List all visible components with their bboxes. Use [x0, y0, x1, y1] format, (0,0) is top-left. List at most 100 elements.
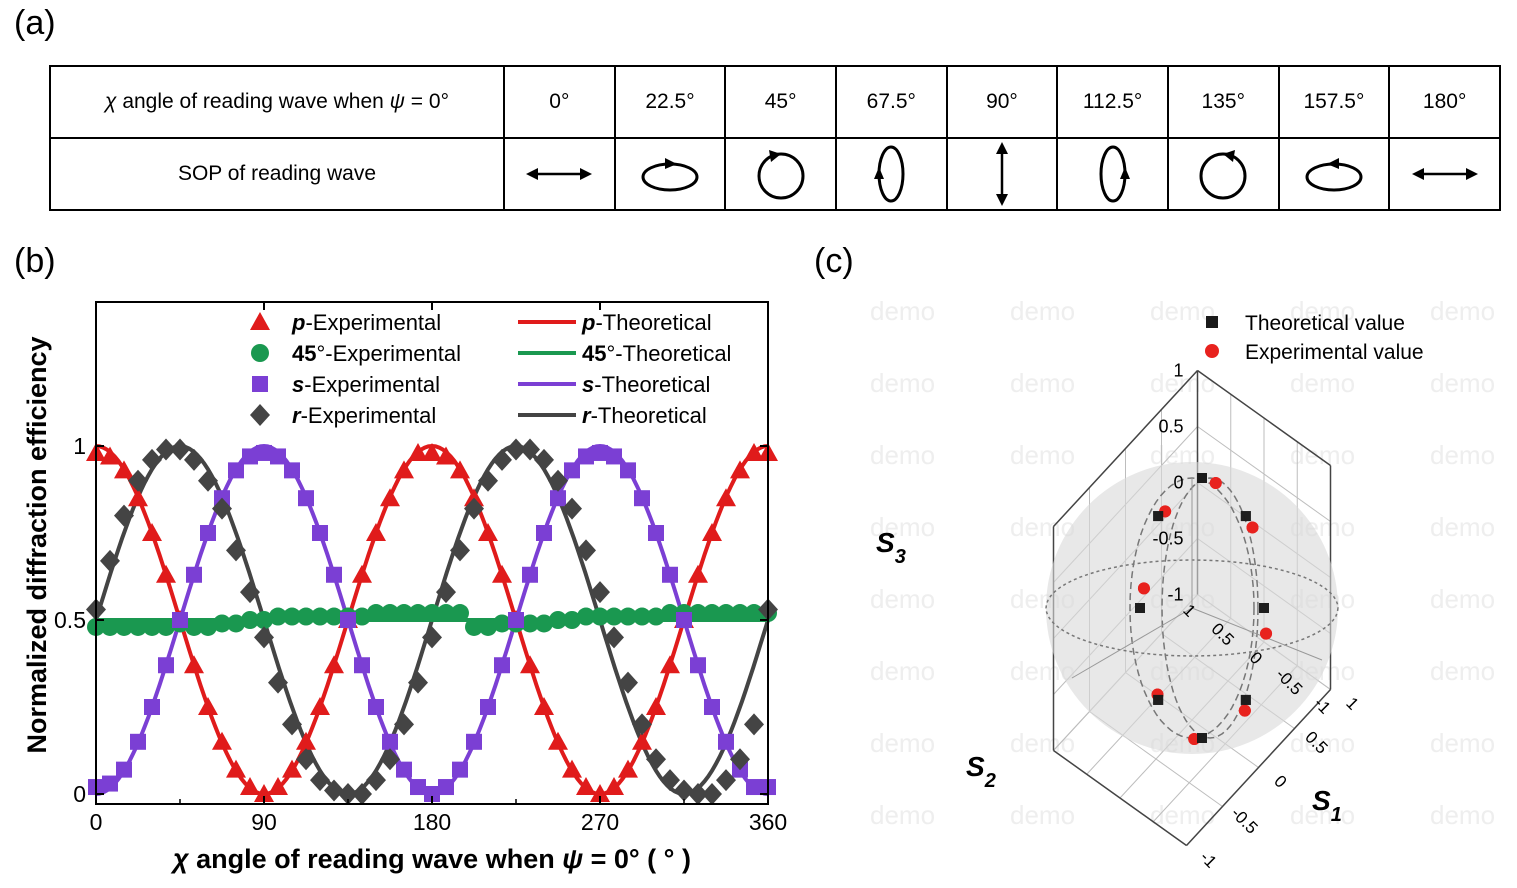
meridian-ring-2 — [1161, 477, 1259, 739]
angle-cell: 22.5° — [613, 65, 727, 139]
angle-row-text: angle of reading wave when — [116, 90, 390, 113]
data-point-s — [634, 490, 650, 507]
data-point-p — [520, 655, 540, 674]
data-point-p — [688, 564, 708, 583]
data-point-p — [716, 488, 736, 507]
data-point-r — [730, 748, 750, 771]
legend-label: r-Experimental — [292, 403, 436, 428]
sop-cell — [503, 137, 616, 211]
box-edge — [1052, 369, 1199, 528]
data-point-s — [480, 699, 496, 715]
equator-ring — [1045, 559, 1339, 657]
x-tick-label: -0.5 — [1227, 804, 1261, 838]
data-point-p — [198, 697, 218, 715]
data-point-s — [746, 779, 762, 796]
watermark-text: demo — [1430, 728, 1495, 758]
data-point-p — [142, 523, 162, 541]
sop-cell — [613, 137, 727, 211]
ellipse-cw-icon — [1305, 158, 1363, 192]
x-tick-label: 0 — [1270, 772, 1290, 792]
data-point-d45 — [633, 607, 651, 626]
data-point-s — [424, 786, 440, 802]
data-point-r — [646, 748, 666, 771]
sop-table: χ angle of reading wave when ψ = 0° 0° 2… — [49, 65, 1501, 211]
data-point-d45 — [129, 617, 147, 636]
data-point-d45 — [731, 604, 749, 623]
data-point-p — [436, 446, 456, 465]
data-point-s — [522, 566, 538, 583]
data-point-d45 — [423, 604, 441, 623]
legend-label: r-Theoretical — [582, 403, 707, 428]
data-point-s — [718, 733, 734, 750]
data-point-s — [242, 448, 258, 465]
y-tick-label: -1 — [1310, 694, 1334, 718]
data-point-p — [394, 460, 414, 479]
data-point-p — [730, 460, 750, 479]
data-point-s — [676, 612, 692, 628]
data-point-d45 — [535, 614, 553, 633]
data-point-s — [494, 657, 510, 674]
data-point-p — [450, 460, 470, 479]
angle-cell: 45° — [724, 65, 837, 139]
data-point-s — [690, 657, 706, 674]
data-point-s — [172, 612, 188, 628]
data-point-p — [478, 523, 498, 541]
data-point-d45 — [185, 617, 203, 636]
s2-axis-label: S2 — [966, 751, 996, 792]
data-point-r — [268, 671, 288, 694]
box-edge — [1185, 688, 1332, 847]
data-point-p — [128, 488, 148, 507]
data-point-p — [632, 731, 652, 750]
data-point-d45 — [213, 614, 231, 633]
legend-label: 45°-Theoretical — [582, 341, 731, 366]
vertical-linear-icon — [995, 142, 1008, 206]
data-point-d45 — [605, 607, 623, 626]
data-point-p — [324, 655, 344, 674]
x-tick-label: 270 — [581, 809, 619, 835]
data-point-r — [100, 549, 120, 572]
data-point-d45 — [703, 604, 721, 623]
data-point-r — [296, 748, 316, 771]
data-point-d45 — [367, 604, 385, 623]
s3-letter: S — [876, 527, 895, 558]
data-point-p — [352, 564, 372, 583]
data-point-s — [620, 462, 636, 479]
data-point-r — [282, 713, 302, 736]
data-point-s — [186, 566, 202, 583]
data-point-s — [466, 733, 482, 750]
sop-cell — [1166, 137, 1280, 211]
y-tick-label: 0 — [73, 781, 86, 807]
s2-letter: S — [966, 751, 985, 782]
data-point-p — [464, 488, 484, 507]
data-point-p — [408, 442, 428, 461]
watermark-text: demo — [1290, 440, 1355, 470]
poincare-sphere-chart: demo demo demo demo demo demo demo demo demo demo… — [870, 296, 1495, 872]
data-point-d45 — [409, 604, 427, 623]
diffraction-efficiency-chart: 0 90 180 270 360 0 0.5 1 p-Experimental 45°-Expe… — [22, 301, 787, 874]
circle-icon — [1199, 150, 1247, 200]
data-point-p — [310, 697, 330, 715]
legend-label: 45°-Experimental — [292, 341, 461, 366]
data-point-s — [438, 779, 454, 796]
angle-row-suffix: = 0° — [404, 90, 449, 113]
angle-row: χ angle of reading wave when ψ = 0° 0° 2… — [49, 65, 1501, 139]
data-point-r — [478, 469, 498, 492]
watermark-text: demo — [1010, 368, 1075, 398]
x-axis-psi: ψ — [562, 844, 583, 874]
data-point-r — [170, 438, 190, 461]
data-point-s — [382, 733, 398, 750]
watermark-text: demo — [1150, 296, 1215, 326]
data-point-r — [128, 469, 148, 492]
x-tick-label: 0 — [90, 809, 103, 835]
angle-cell: 112.5° — [1056, 65, 1169, 139]
legend-label: p-Experimental — [291, 310, 441, 335]
data-point-r — [380, 748, 400, 771]
data-point-s — [158, 657, 174, 674]
chi-symbol: χ — [105, 90, 117, 113]
theoretical-point — [1259, 603, 1269, 613]
watermark-text: demo — [1430, 584, 1495, 614]
data-point-p — [548, 731, 568, 750]
theoretical-point — [1240, 694, 1251, 705]
angle-cell: 135° — [1166, 65, 1280, 139]
watermark-text: demo — [1010, 800, 1075, 830]
